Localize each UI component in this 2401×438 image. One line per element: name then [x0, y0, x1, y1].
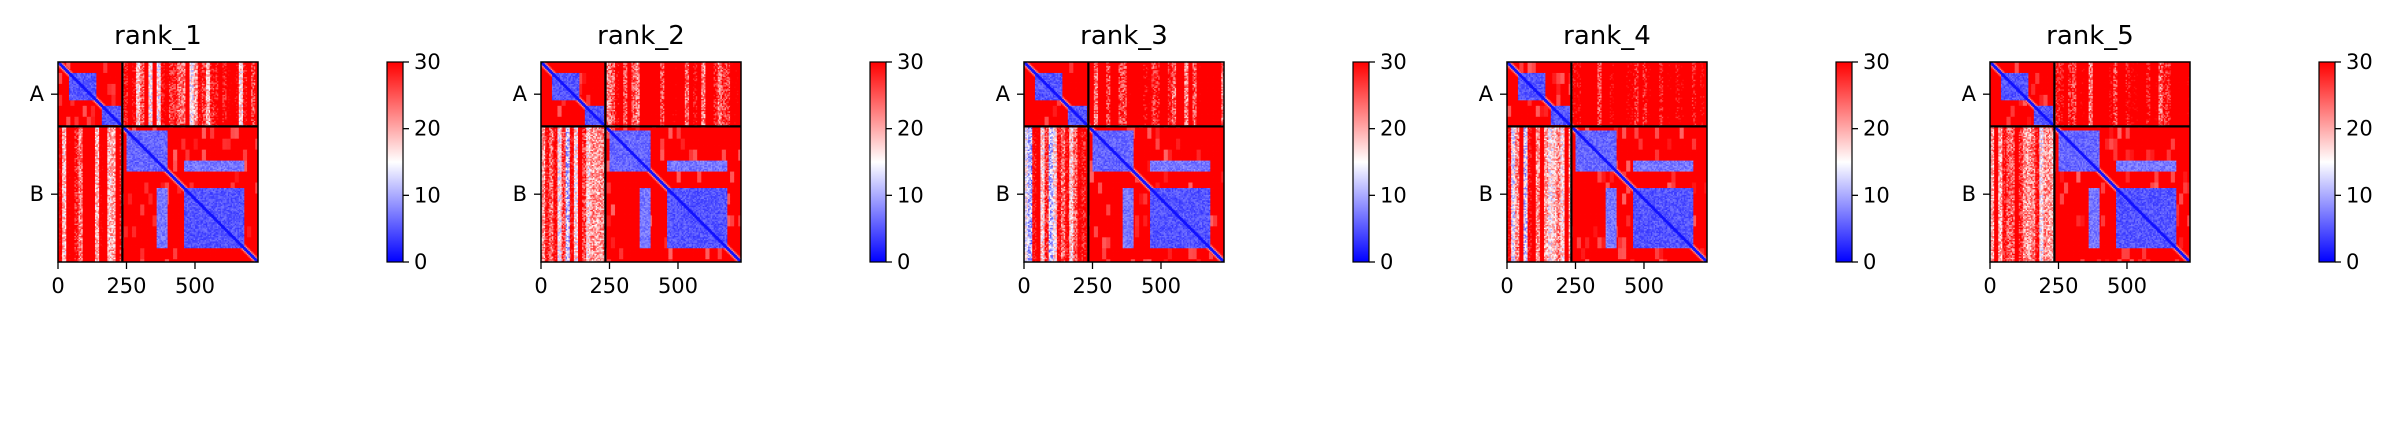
- pae-panel-1: rank_1AB0 250 5000102030: [30, 21, 441, 298]
